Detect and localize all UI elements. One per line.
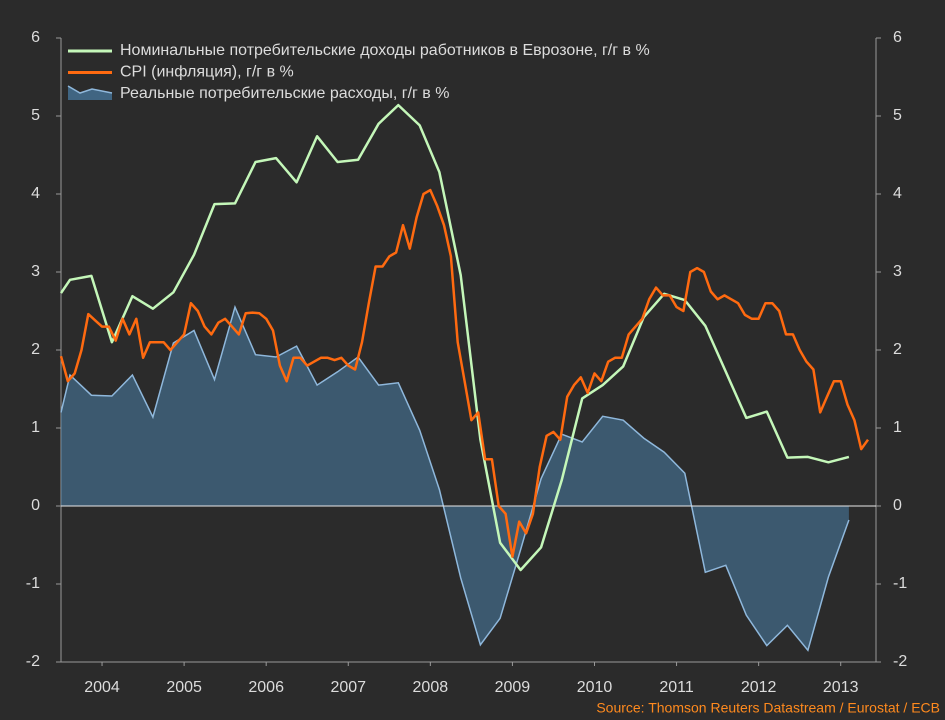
x-tick-label: 2008 bbox=[413, 679, 449, 696]
y-tick-label: 4 bbox=[31, 185, 40, 202]
x-tick-label: 2009 bbox=[495, 679, 531, 696]
y-tick-label: 1 bbox=[31, 419, 40, 436]
x-tick-label: 2007 bbox=[330, 679, 366, 696]
legend-label: Реальные потребительские расходы, г/г в … bbox=[120, 85, 449, 102]
x-tick-label: 2010 bbox=[577, 679, 613, 696]
y2-tick-label: 0 bbox=[893, 497, 902, 514]
y2-tick-label: 4 bbox=[893, 185, 902, 202]
x-tick-label: 2013 bbox=[823, 679, 859, 696]
y2-tick-label: -2 bbox=[893, 653, 907, 670]
y-tick-label: 2 bbox=[31, 341, 40, 358]
y-tick-label: 3 bbox=[31, 263, 40, 280]
legend-label: Номинальные потребительские доходы работ… bbox=[120, 42, 650, 59]
y-tick-label: -1 bbox=[26, 575, 40, 592]
y-tick-label: 5 bbox=[31, 107, 40, 124]
y2-tick-label: 6 bbox=[893, 29, 902, 46]
line bbox=[59, 103, 850, 572]
x-tick-label: 2012 bbox=[741, 679, 777, 696]
y2-tick-label: 2 bbox=[893, 341, 902, 358]
y2-tick-label: 5 bbox=[893, 107, 902, 124]
source: Source: Thomson Reuters Datastream / Eur… bbox=[596, 700, 940, 716]
x-tick-label: 2006 bbox=[248, 679, 284, 696]
x-tick-label: 2004 bbox=[84, 679, 120, 696]
y-tick-label: -2 bbox=[26, 653, 40, 670]
y2-tick-label: -1 bbox=[893, 575, 907, 592]
x-tick-label: 2011 bbox=[659, 679, 694, 696]
legend-label: CPI (инфляция), г/г в % bbox=[120, 64, 294, 81]
y-tick-label: 6 bbox=[31, 29, 40, 46]
line bbox=[59, 188, 870, 558]
area bbox=[61, 307, 849, 651]
x-tick-label: 2005 bbox=[166, 679, 202, 696]
legend-swatch bbox=[68, 86, 112, 100]
y2-tick-label: 3 bbox=[893, 263, 902, 280]
y2-tick-label: 1 bbox=[893, 419, 902, 436]
legend-swatch-line bbox=[67, 85, 113, 94]
y-tick-label: 0 bbox=[31, 497, 40, 514]
